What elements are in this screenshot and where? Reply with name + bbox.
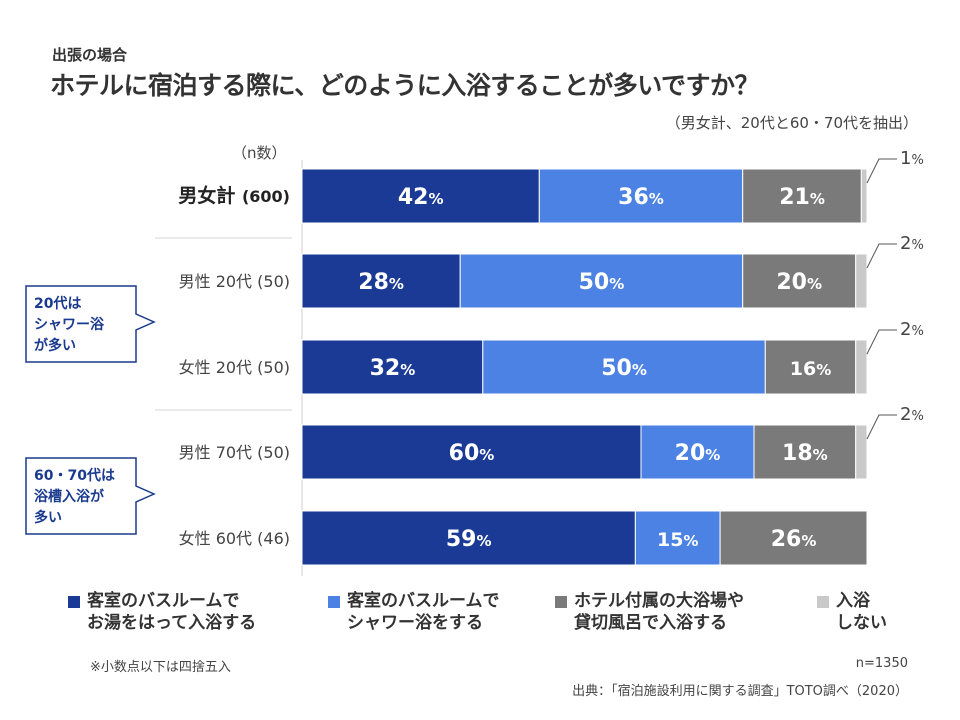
bar-segment xyxy=(855,424,868,480)
bar-segment xyxy=(764,339,857,395)
callout-text: シャワー浴 xyxy=(34,316,105,333)
category-label: 男女計 (600) xyxy=(178,184,290,207)
data-label: 20% xyxy=(675,441,721,466)
category-label: 女性 20代 (50) xyxy=(179,358,290,377)
bar-segment xyxy=(742,168,862,224)
legend-swatch xyxy=(68,596,80,608)
data-label: 2% xyxy=(900,319,924,340)
legend-item: 入浴 しない xyxy=(817,590,887,634)
leader-line xyxy=(866,243,897,269)
chart-subtitle: 出張の場合 xyxy=(52,46,128,64)
data-label: 59% xyxy=(446,527,492,552)
rounding-footnote: ※小数点以下は四捨五入 xyxy=(90,660,231,675)
bar-segment xyxy=(538,168,744,224)
bar-segment xyxy=(301,168,540,224)
category-label: 男性 70代 (50) xyxy=(179,443,290,462)
data-label: 2% xyxy=(900,233,924,254)
legend-swatch xyxy=(555,596,567,608)
legend-item: 客室のバスルームで お湯をはって入浴する xyxy=(68,590,256,634)
callout-text: 浴槽入浴が xyxy=(34,488,105,505)
leader-line xyxy=(866,329,897,355)
source-note: 出典：「宿泊施設利用に関する調査」TOTO調べ（2020） xyxy=(572,684,908,699)
bar-segment xyxy=(753,424,857,480)
bar-segment xyxy=(301,253,461,309)
total-n-count: n=1350 xyxy=(855,656,908,671)
bar-segment xyxy=(855,253,868,309)
data-label: 36% xyxy=(618,185,664,210)
data-label: 32% xyxy=(370,356,416,381)
data-label: 1% xyxy=(900,148,924,169)
data-label: 60% xyxy=(449,441,495,466)
stacked-bar-chart: 男女計 (600) 42% 36% 21% 1% 男性 20代 (50) 28% 50% 20%… xyxy=(25,148,924,576)
data-label: 21% xyxy=(779,185,825,210)
legend-label: 入浴 しない xyxy=(836,591,887,633)
data-label: 2% xyxy=(900,404,924,425)
bar-segment xyxy=(855,339,868,395)
legend: 客室のバスルームで お湯をはって入浴する 客室のバスルームで シャワー浴をする ホテ… xyxy=(40,590,940,650)
bar-segment xyxy=(482,339,766,395)
bar-segment xyxy=(301,424,642,480)
data-label: 20% xyxy=(776,270,822,295)
bar-segment xyxy=(860,168,868,224)
chart-title: ホテルに宿泊する際に、どのように入浴することが多いですか？ xyxy=(50,71,760,100)
data-label: 16% xyxy=(790,358,831,380)
callout-text: 60・70代は xyxy=(34,467,115,484)
bar-segment xyxy=(301,339,484,395)
legend-label: 客室のバスルームで シャワー浴をする xyxy=(347,591,500,633)
legend-item: 客室のバスルームで シャワー浴をする xyxy=(328,590,500,634)
bar-segment xyxy=(719,510,868,566)
data-label: 28% xyxy=(358,270,404,295)
scope-note: （男女計、20代と60・70代を抽出） xyxy=(665,114,918,132)
legend-label: 客室のバスルームで お湯をはって入浴する xyxy=(87,591,257,633)
data-label: 50% xyxy=(601,356,647,381)
leader-line xyxy=(866,158,897,184)
callout-text: 多い xyxy=(34,509,62,526)
data-label: 15% xyxy=(657,529,698,551)
data-label: 42% xyxy=(398,185,444,210)
bar-segment xyxy=(640,424,755,480)
callout-text: 20代は xyxy=(34,295,81,312)
category-label: 女性 60代 (46) xyxy=(179,529,290,548)
bar-segment xyxy=(742,253,857,309)
category-label: 男性 20代 (50) xyxy=(179,272,290,291)
bar-segment xyxy=(301,510,636,566)
legend-swatch xyxy=(817,596,829,608)
data-label: 26% xyxy=(771,527,817,552)
data-label: 50% xyxy=(579,270,625,295)
data-label: 18% xyxy=(782,441,828,466)
legend-item: ホテル付属の大浴場や 貸切風呂で入浴する xyxy=(555,590,744,634)
n-count-header: （n数） xyxy=(232,144,287,162)
callout-text: が多い xyxy=(34,337,76,354)
leader-line xyxy=(866,414,897,440)
legend-label: ホテル付属の大浴場や 貸切風呂で入浴する xyxy=(574,591,744,633)
legend-swatch xyxy=(328,596,340,608)
